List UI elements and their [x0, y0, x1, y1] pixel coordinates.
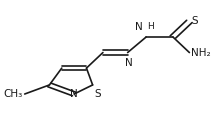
Text: S: S — [95, 89, 101, 99]
Text: N: N — [70, 89, 78, 99]
Text: N: N — [135, 22, 143, 32]
Text: CH₃: CH₃ — [3, 89, 23, 99]
Text: N: N — [125, 58, 133, 68]
Text: S: S — [191, 16, 198, 26]
Text: H: H — [147, 21, 154, 31]
Text: NH₂: NH₂ — [191, 48, 211, 58]
